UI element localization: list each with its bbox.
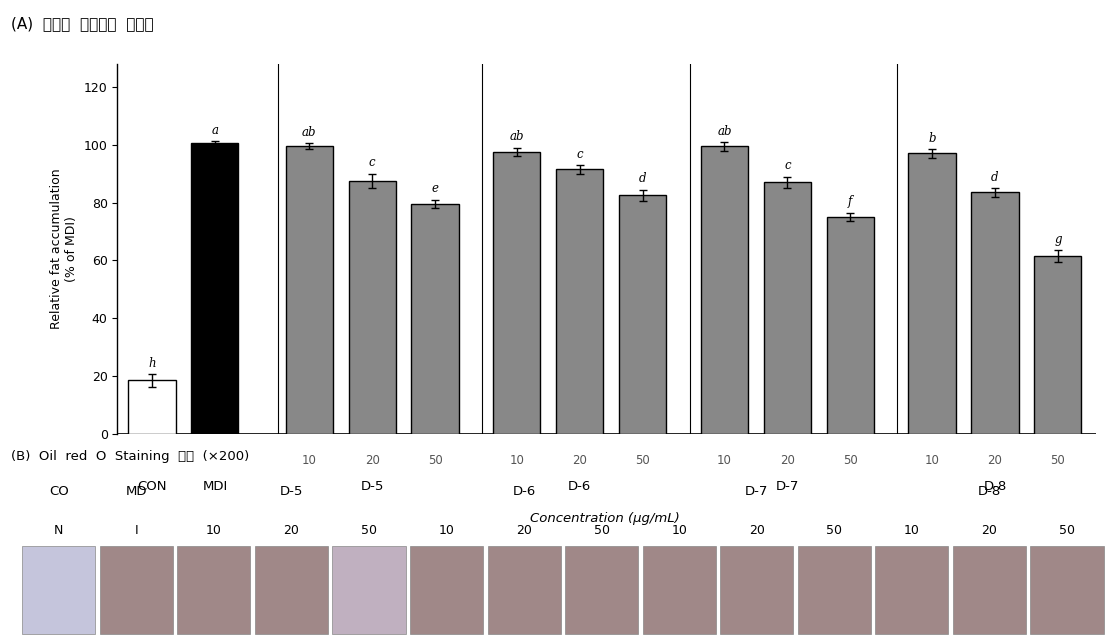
Bar: [411, 204, 458, 434]
Text: f: f: [849, 195, 853, 209]
Text: 10: 10: [671, 524, 688, 537]
Text: D-8: D-8: [978, 486, 1001, 498]
Bar: [556, 169, 604, 434]
Bar: [493, 152, 540, 434]
Text: Concentration (μg/mL): Concentration (μg/mL): [530, 512, 680, 525]
Text: MD: MD: [125, 486, 148, 498]
Text: D-5: D-5: [360, 480, 383, 493]
Text: ab: ab: [302, 126, 316, 139]
Text: 20: 20: [284, 524, 300, 537]
Bar: [798, 546, 871, 634]
Text: (A)  전지방  세포분화  억제능: (A) 전지방 세포분화 억제능: [11, 16, 154, 31]
Text: 10: 10: [206, 524, 221, 537]
Bar: [487, 546, 560, 634]
Text: 20: 20: [364, 454, 380, 467]
Text: g: g: [1054, 233, 1062, 246]
Text: 20: 20: [749, 524, 765, 537]
Bar: [953, 546, 1026, 634]
Text: D-5: D-5: [280, 486, 303, 498]
Text: 10: 10: [438, 524, 455, 537]
Bar: [875, 546, 948, 634]
Bar: [255, 546, 328, 634]
Text: 50: 50: [635, 454, 650, 467]
Text: 20: 20: [780, 454, 795, 467]
Text: MDI: MDI: [202, 480, 228, 493]
Text: D-6: D-6: [568, 480, 591, 493]
Text: D-7: D-7: [745, 486, 768, 498]
Bar: [764, 182, 811, 434]
Text: c: c: [784, 160, 790, 172]
Text: 20: 20: [987, 454, 1003, 467]
Text: h: h: [149, 357, 155, 369]
Text: 20: 20: [517, 524, 532, 537]
Bar: [826, 217, 874, 434]
Text: 10: 10: [510, 454, 524, 467]
Text: CON: CON: [138, 480, 167, 493]
Bar: [286, 146, 333, 434]
Bar: [619, 195, 666, 434]
Text: 20: 20: [982, 524, 997, 537]
Bar: [410, 546, 483, 634]
Text: 10: 10: [904, 524, 920, 537]
Text: b: b: [928, 131, 936, 145]
Text: 50: 50: [428, 454, 443, 467]
Text: 10: 10: [717, 454, 732, 467]
Text: D-7: D-7: [776, 480, 799, 493]
Text: c: c: [577, 147, 584, 161]
Bar: [178, 546, 250, 634]
Text: 50: 50: [1051, 454, 1065, 467]
Bar: [349, 181, 396, 434]
Text: CO: CO: [49, 486, 68, 498]
Y-axis label: Relative fat accumulation
(% of MDI): Relative fat accumulation (% of MDI): [50, 168, 78, 329]
Text: a: a: [211, 124, 218, 137]
Text: 20: 20: [572, 454, 587, 467]
Bar: [701, 146, 748, 434]
Text: c: c: [369, 156, 376, 169]
Text: ab: ab: [510, 130, 524, 144]
Bar: [909, 153, 956, 434]
Text: I: I: [134, 524, 139, 537]
Text: 50: 50: [361, 524, 377, 537]
Text: 50: 50: [1059, 524, 1076, 537]
Text: 10: 10: [925, 454, 939, 467]
Bar: [720, 546, 794, 634]
Bar: [1034, 256, 1081, 434]
Text: 10: 10: [302, 454, 316, 467]
Text: e: e: [432, 182, 438, 195]
Text: 50: 50: [594, 524, 609, 537]
Bar: [643, 546, 716, 634]
Bar: [972, 193, 1018, 434]
Text: 50: 50: [826, 524, 842, 537]
Bar: [1031, 546, 1103, 634]
Bar: [191, 144, 238, 434]
Text: D-6: D-6: [512, 486, 536, 498]
Text: D-8: D-8: [984, 480, 1006, 493]
Text: d: d: [639, 172, 646, 185]
Bar: [100, 546, 173, 634]
Text: N: N: [54, 524, 64, 537]
Bar: [332, 546, 406, 634]
Text: ab: ab: [718, 124, 731, 138]
Bar: [22, 546, 95, 634]
Text: d: d: [992, 171, 998, 184]
Text: 50: 50: [843, 454, 858, 467]
Bar: [129, 380, 176, 434]
Text: (B)  Oil  red  O  Staining  사진  (×200): (B) Oil red O Staining 사진 (×200): [11, 450, 249, 463]
Bar: [565, 546, 638, 634]
